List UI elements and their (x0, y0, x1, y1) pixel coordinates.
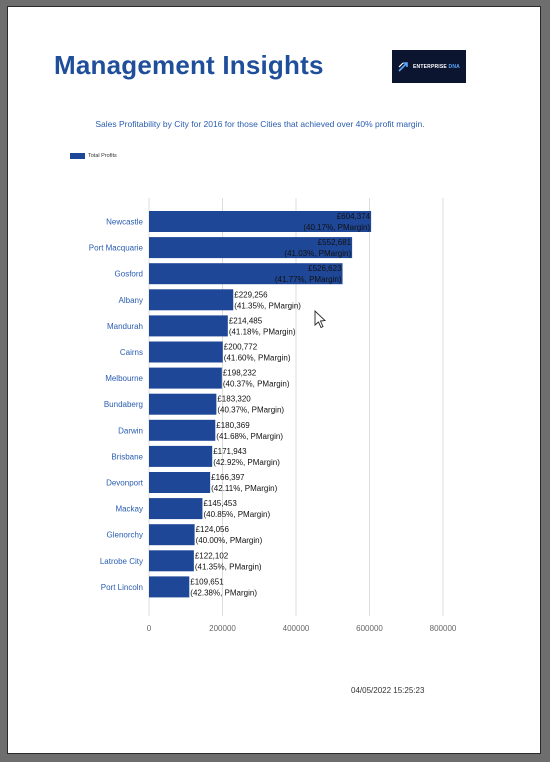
category-label: Gosford (115, 270, 143, 279)
category-label: Melbourne (105, 374, 143, 383)
data-label-value: £124,056 (196, 525, 230, 534)
data-label-margin: (40.85%, PMargin) (203, 510, 270, 519)
data-label-value: £229,256 (234, 290, 268, 299)
bar (149, 445, 213, 467)
data-label-margin: (41.77%, PMargin) (275, 275, 342, 284)
category-label: Devonport (106, 479, 144, 488)
bar (149, 550, 194, 572)
category-label: Bundaberg (104, 400, 143, 409)
bar (149, 289, 234, 311)
data-label-value: £166,397 (211, 473, 245, 482)
report-timestamp: 04/05/2022 15:25:23 (351, 686, 425, 695)
data-label-value: £171,943 (213, 447, 247, 456)
data-label-margin: (41.03%, PMargin) (284, 249, 351, 258)
bar (149, 237, 353, 259)
bar (149, 263, 343, 285)
data-label-margin: (42.11%, PMargin) (211, 484, 277, 493)
legend-label: Total Profits (88, 153, 117, 159)
data-label-margin: (41.35%, PMargin) (234, 301, 301, 310)
bar (149, 393, 217, 415)
data-label-value: £604,374 (337, 212, 371, 221)
bar (149, 524, 195, 546)
category-label: Albany (119, 296, 143, 305)
bar (149, 341, 223, 363)
legend-swatch (70, 153, 85, 159)
category-label: Mackay (115, 505, 143, 514)
bar (149, 367, 222, 389)
report-title: Management Insights (54, 50, 324, 80)
x-tick-label: 600000 (356, 624, 383, 633)
company-logo: ENTERPRISE DNA (392, 50, 466, 83)
category-label: Darwin (118, 426, 143, 435)
data-label-value: £214,485 (229, 316, 263, 325)
chart-subtitle: Sales Profitability by City for 2016 for… (95, 119, 425, 129)
report-page (7, 6, 541, 754)
data-label-margin: (40.37%, PMargin) (217, 406, 284, 415)
x-tick-label: 800000 (430, 624, 457, 633)
x-tick-label: 400000 (283, 624, 310, 633)
data-label-value: £145,453 (203, 499, 237, 508)
category-label: Mandurah (107, 322, 143, 331)
data-label-margin: (41.35%, PMargin) (195, 562, 262, 571)
bar (149, 576, 190, 598)
data-label-value: £180,369 (216, 421, 250, 430)
category-label: Glenorchy (107, 531, 143, 540)
category-label: Port Lincoln (101, 583, 143, 592)
bar (149, 419, 216, 441)
data-label-margin: (42.92%, PMargin) (213, 458, 280, 467)
category-label: Brisbane (111, 452, 143, 461)
data-label-margin: (41.60%, PMargin) (224, 354, 291, 363)
x-tick-label: 0 (147, 624, 152, 633)
data-label-value: £200,772 (224, 343, 258, 352)
data-label-margin: (40.37%, PMargin) (223, 380, 290, 389)
data-label-margin: (41.68%, PMargin) (216, 432, 283, 441)
category-label: Newcastle (106, 218, 143, 227)
x-tick-label: 200000 (209, 624, 236, 633)
logo-text: ENTERPRISE DNA (413, 64, 460, 70)
bar (149, 315, 228, 337)
bar (149, 211, 372, 232)
arrow-logo-icon (398, 61, 408, 72)
category-label: Cairns (120, 348, 143, 357)
data-label-value: £122,102 (195, 551, 229, 560)
chart-legend: Total Profits (70, 153, 117, 159)
data-label-value: £526,623 (308, 264, 342, 273)
logo-text-accent: DNA (448, 63, 460, 70)
logo-text-main: ENTERPRISE (413, 63, 447, 70)
data-label-margin: (41.18%, PMargin) (229, 327, 296, 336)
bar (149, 498, 203, 520)
data-label-margin: (40.00%, PMargin) (196, 536, 263, 545)
category-label: Port Macquarie (89, 244, 144, 253)
data-label-value: £552,681 (318, 238, 352, 247)
data-label-value: £198,232 (223, 369, 257, 378)
data-label-value: £183,320 (217, 395, 251, 404)
data-label-margin: (40.17%, PMargin) (303, 223, 370, 232)
data-label-value: £109,651 (190, 577, 224, 586)
data-label-margin: (42.38%, PMargin) (190, 588, 257, 597)
category-label: Latrobe City (100, 557, 143, 566)
bar (149, 472, 211, 493)
